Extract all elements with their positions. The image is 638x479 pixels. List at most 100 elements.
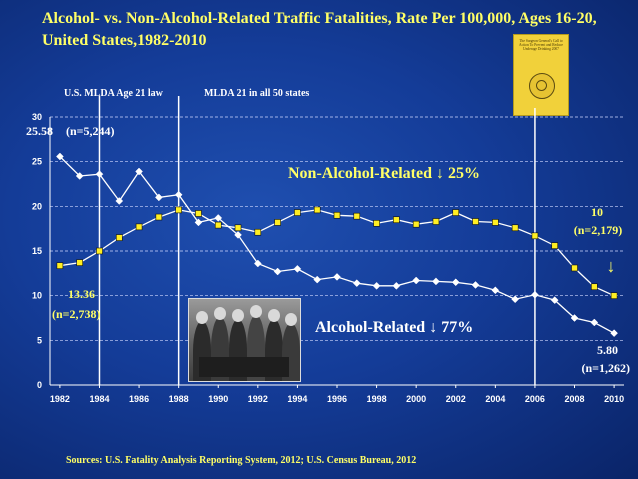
data-point-non-alcohol (333, 211, 341, 219)
down-arrow-icon: ↓ (607, 256, 616, 276)
data-point-non-alcohol (175, 206, 182, 214)
x-tick-label: 1998 (367, 394, 387, 404)
data-point-non-alcohol (472, 218, 479, 225)
non-alcohol-start-count: (n=2,738) (52, 307, 101, 321)
surgeon-general-report-cover: The Surgeon General's Call to Action To … (513, 34, 569, 116)
data-point-non-alcohol (531, 232, 539, 240)
y-tick-label: 0 (37, 380, 42, 390)
data-point-non-alcohol (412, 220, 420, 228)
data-point-non-alcohol (492, 219, 499, 226)
series-line-non-alcohol-related (59, 209, 615, 297)
x-tick-label: 1984 (89, 394, 109, 404)
data-point-non-alcohol (452, 209, 460, 216)
x-tick-label: 2000 (406, 394, 426, 404)
y-tick-label: 10 (32, 291, 42, 301)
data-point-alcohol (333, 273, 341, 281)
data-point-non-alcohol (511, 224, 519, 232)
data-point-alcohol (313, 275, 322, 284)
data-point-alcohol (471, 281, 480, 289)
data-point-alcohol (451, 278, 460, 287)
data-point-non-alcohol (234, 224, 242, 232)
data-point-alcohol (570, 314, 579, 322)
y-tick-label: 25 (32, 157, 42, 167)
data-point-non-alcohol (274, 219, 281, 226)
data-point-non-alcohol (115, 234, 123, 241)
data-point-non-alcohol (591, 283, 598, 291)
data-point-non-alcohol (254, 228, 262, 236)
alcohol-start-value: 25.58 (26, 124, 53, 138)
data-point-alcohol (432, 277, 440, 286)
alcohol-series-label: Alcohol-Related ↓ 77% (315, 319, 473, 336)
data-point-alcohol (372, 281, 381, 290)
data-point-alcohol (135, 167, 143, 176)
series-line-alcohol-related (59, 156, 615, 334)
data-point-alcohol (531, 290, 539, 299)
data-point-non-alcohol (393, 216, 400, 224)
y-tick-label: 30 (32, 112, 42, 122)
sources-note: Sources: U.S. Fatality Analysis Reportin… (66, 455, 417, 466)
signing-ceremony-photo (188, 298, 301, 382)
event-lines (98, 96, 536, 385)
grid-lines (50, 116, 624, 341)
data-point-alcohol (155, 193, 163, 202)
data-point-non-alcohol (373, 220, 380, 227)
x-tick-label: 1996 (327, 394, 347, 404)
data-point-non-alcohol (432, 218, 440, 225)
data-point-alcohol (550, 296, 559, 304)
data-point-non-alcohol (214, 221, 222, 229)
x-tick-label: 2010 (604, 394, 624, 404)
non-alcohol-series-label: Non-Alcohol-Related ↓ 25% (288, 165, 480, 182)
data-point-alcohol (234, 231, 242, 239)
data-point-non-alcohol (551, 242, 559, 249)
chart-title: Alcohol- vs. Non-Alcohol-Related Traffic… (42, 10, 597, 49)
x-tick-label: 2002 (446, 394, 466, 404)
x-tick-label: 2006 (525, 394, 545, 404)
data-point-alcohol (293, 265, 302, 273)
data-point-non-alcohol (610, 292, 618, 299)
data-point-alcohol (75, 172, 84, 180)
data-point-alcohol (174, 190, 183, 199)
y-tick-label: 15 (32, 246, 42, 256)
mlda-all-states-label: MLDA 21 in all 50 states (204, 88, 310, 99)
y-tick-label: 5 (37, 335, 42, 345)
x-tick-label: 2008 (565, 394, 585, 404)
alcohol-end-value: 5.80 (597, 343, 618, 357)
chart-annotations: 25.58 (n=5,244) Non-Alcohol-Related ↓ 25% A… (26, 124, 630, 375)
y-tick-label: 20 (32, 201, 42, 211)
non-alcohol-end-count: (n=2,179) (574, 223, 623, 237)
data-point-non-alcohol (155, 213, 163, 221)
book-cover-text: The Surgeon General's Call to Action To … (519, 39, 563, 52)
data-series (56, 152, 618, 338)
data-point-non-alcohol (96, 247, 103, 255)
alcohol-end-count: (n=1,262) (581, 361, 630, 375)
mlda-law-label: U.S. MLDA Age 21 law (64, 88, 163, 99)
x-tick-label: 1988 (169, 394, 189, 404)
seal-icon (529, 73, 555, 99)
data-point-non-alcohol (294, 209, 301, 216)
data-point-alcohol (491, 286, 500, 295)
data-point-alcohol (115, 197, 124, 205)
data-point-alcohol (194, 218, 203, 227)
non-alcohol-end-value: 10 (591, 205, 603, 219)
x-tick-label: 1986 (129, 394, 149, 404)
data-point-non-alcohol (76, 259, 83, 266)
data-point-alcohol (511, 295, 519, 304)
data-point-alcohol (56, 152, 64, 161)
x-tick-label: 1994 (287, 394, 307, 404)
x-tick-label: 2004 (485, 394, 505, 404)
x-tick-label: 1990 (208, 394, 228, 404)
data-point-alcohol (610, 329, 618, 338)
data-point-non-alcohol (195, 210, 202, 217)
data-point-alcohol (214, 214, 223, 222)
data-point-alcohol (590, 318, 599, 327)
data-point-non-alcohol (313, 206, 321, 214)
data-point-non-alcohol (353, 212, 361, 220)
data-point-alcohol (273, 267, 282, 276)
data-point-alcohol (412, 276, 421, 285)
data-point-alcohol (95, 170, 104, 179)
x-tick-label: 1992 (248, 394, 268, 404)
axes: 0 5 10 15 20 25 30 1982 1984 1986 1988 1990 1992 1994… (32, 112, 624, 404)
data-point-alcohol (253, 259, 262, 268)
data-point-alcohol (392, 281, 401, 290)
